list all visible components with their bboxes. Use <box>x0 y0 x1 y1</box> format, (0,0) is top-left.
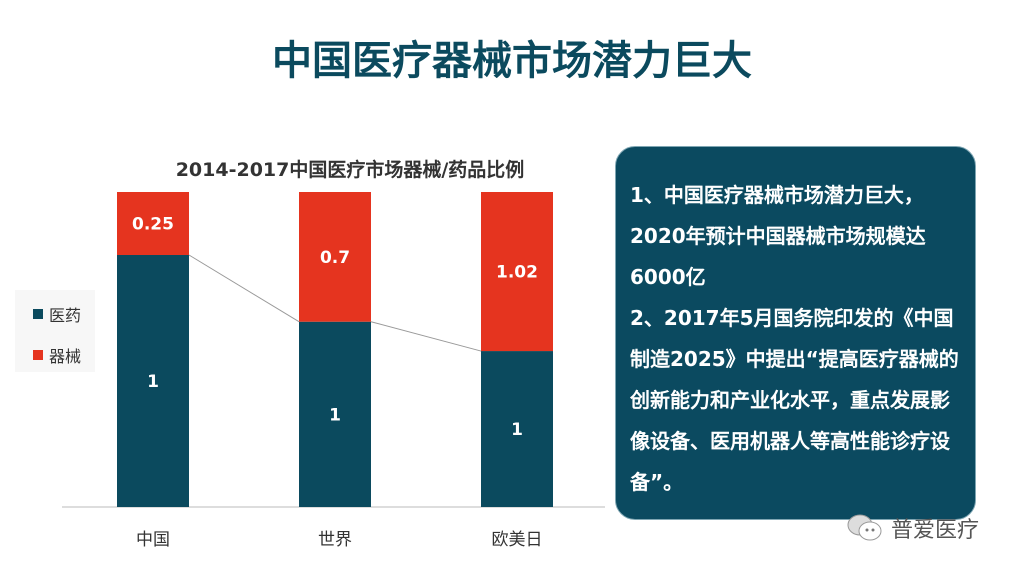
series-line <box>188 254 300 323</box>
bar-device <box>117 192 189 255</box>
data-label: 1 <box>511 420 523 440</box>
watermark-text: 普爱医疗 <box>891 518 980 543</box>
watermark: 普爱医疗 <box>845 512 979 544</box>
legend-swatch <box>33 350 43 360</box>
series-line <box>370 321 482 352</box>
legend-item-medicine: 医药 <box>33 302 81 326</box>
stacked-bar-chart: 1 0.25 中国 1 0.7 世界 1 1.02 欧美日 <box>62 192 605 550</box>
x-tick-label: 欧美日 <box>492 530 543 550</box>
chart-title: 2014-2017中国医疗市场器械/药品比例 <box>175 159 525 181</box>
wechat-icon <box>847 514 882 541</box>
bar-medicine <box>481 351 553 507</box>
data-label: 1 <box>329 405 341 425</box>
bar-device <box>481 192 553 352</box>
page-title: 中国医疗器械市场潜力巨大 <box>272 38 752 84</box>
bar-medicine <box>117 255 189 507</box>
data-label: 0.7 <box>320 248 350 268</box>
summary-point-1: 1、中国医疗器械市场潜力巨大，2020年预计中国器械市场规模达6000亿 <box>630 183 926 289</box>
legend: 医药 器械 <box>15 290 95 372</box>
summary-point-2: 2、2017年5月国务院印发的《中国制造2025》中提出“提高医疗器械的创新能力… <box>630 306 959 494</box>
legend-label: 医药 <box>49 306 82 325</box>
data-label: 1 <box>147 372 159 392</box>
bar-medicine <box>299 321 371 507</box>
data-label: 1.02 <box>496 263 538 283</box>
data-label: 0.25 <box>132 215 174 235</box>
bar-device <box>299 192 371 322</box>
summary-panel: 1、中国医疗器械市场潜力巨大，2020年预计中国器械市场规模达6000亿 2、2… <box>615 146 976 520</box>
legend-label: 器械 <box>49 347 82 366</box>
legend-swatch <box>33 309 43 319</box>
x-tick-label: 世界 <box>318 530 352 550</box>
x-tick-label: 中国 <box>136 530 170 550</box>
legend-item-device: 器械 <box>33 343 81 367</box>
